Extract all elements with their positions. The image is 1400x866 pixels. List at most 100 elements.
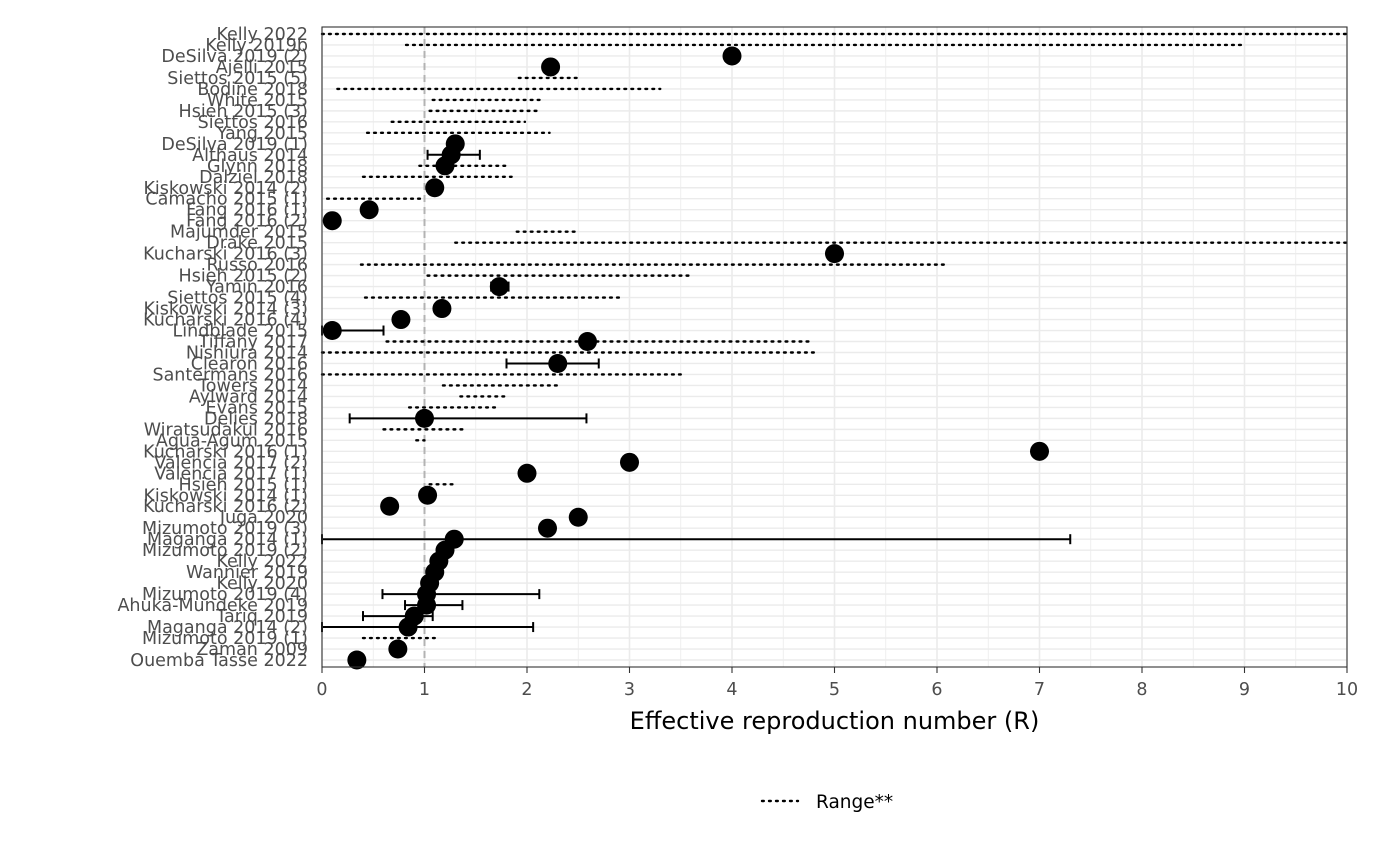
study-label: Zaman 2009	[196, 640, 308, 660]
x-tick-label: 2	[521, 680, 532, 700]
study-label: Towers 2014	[197, 376, 308, 396]
study-label: Kucharski 2016 (4)	[143, 311, 308, 331]
study-label: Hsieh 2015 (1)	[179, 475, 308, 495]
point-estimate	[359, 200, 379, 220]
point-estimate	[380, 496, 400, 516]
range-layer	[320, 32, 1349, 640]
point-estimate	[548, 353, 568, 373]
point-estimate	[432, 299, 452, 319]
study-label: Wannier 2019	[186, 563, 308, 583]
point-estimate	[541, 57, 561, 77]
point-estimate	[417, 595, 437, 615]
study-label: Clearon 2016	[191, 354, 308, 374]
legend: Range**	[760, 792, 893, 813]
point-estimate	[415, 408, 434, 428]
x-axis-ticks: 0 1 2 3 4 5 6 7 8 9 10	[316, 667, 1358, 700]
x-tick-label: 6	[931, 680, 942, 700]
study-label: Maganga 2014 (2)	[147, 618, 308, 638]
x-axis-title: Effective reproduction number (R)	[630, 707, 1040, 735]
study-label: Nishiura 2014	[186, 343, 308, 363]
x-tick-label: 1	[419, 680, 430, 700]
point-estimate	[398, 617, 418, 637]
study-label: Kiskowski 2014 (3)	[143, 300, 308, 320]
x-tick-label: 4	[726, 680, 737, 700]
study-label: Yang 2015	[216, 124, 308, 144]
study-label: Tiffany 2017	[198, 333, 308, 353]
study-label: Aylward 2014	[189, 387, 308, 407]
study-label: Fang 2016 (1)	[186, 201, 308, 221]
study-label: Wiratsudakul 2016	[144, 420, 308, 440]
study-label: Dalziel 2018	[199, 168, 308, 188]
x-tick-label: 3	[624, 680, 635, 700]
study-label: DeSilva 2019 (1)	[161, 135, 308, 155]
point-estimate	[347, 650, 367, 670]
study-label: Russo 2016	[206, 256, 308, 276]
x-tick-label: 8	[1136, 680, 1147, 700]
point-estimate	[322, 321, 342, 341]
study-label: Kelly 2019b	[205, 36, 308, 56]
study-label: Siettos 2016	[198, 113, 308, 133]
study-label: Kiskowski 2014 (1)	[143, 486, 308, 506]
study-label: Hsieh 2015 (3)	[179, 102, 308, 122]
study-label: Majumder 2015	[170, 223, 308, 243]
study-label: Kucharski 2016 (1)	[143, 442, 308, 462]
study-label: Kucharski 2016 (2)	[143, 497, 308, 517]
study-label: Mizumoto 2019 (1)	[142, 629, 308, 649]
point-estimate	[577, 332, 597, 352]
x-tick-label: 5	[829, 680, 840, 700]
point-estimate	[322, 211, 342, 231]
point-estimate	[425, 178, 445, 198]
study-label: Ouemba Tasse 2022	[130, 651, 308, 671]
x-tick-label: 10	[1336, 680, 1358, 700]
study-label: Yamin 2016	[205, 278, 308, 298]
point-estimate	[418, 485, 438, 505]
point-estimate	[435, 156, 455, 176]
point-estimate	[388, 639, 408, 659]
point-estimate	[391, 310, 411, 330]
study-label: Lindblade 2015	[173, 322, 308, 342]
study-label: Kiskowski 2014 (2)	[143, 179, 308, 199]
study-label: Juga 2020	[219, 508, 308, 528]
study-label: Evans 2015	[206, 398, 308, 418]
study-label: Kelly 2022	[216, 25, 308, 45]
study-label: Drake 2015	[206, 234, 308, 254]
study-label: Tariq 2019	[215, 607, 308, 627]
study-label: Glynn 2018	[207, 157, 308, 177]
study-label: Santermans 2016	[152, 365, 308, 385]
study-label: Kelly 2022	[216, 552, 308, 572]
point-estimate	[489, 277, 509, 297]
study-label: Kelly 2020	[216, 574, 308, 594]
study-label: Hsieh 2015 (2)	[179, 267, 308, 287]
study-label: Mizumoto 2019 (3)	[142, 519, 308, 539]
point-estimate	[825, 244, 844, 264]
study-label: Valencia 2017 (2)	[154, 453, 308, 473]
study-label: Delies 2018	[204, 409, 308, 429]
point-estimate	[538, 518, 557, 538]
point-estimate	[620, 452, 639, 472]
point-layer	[322, 46, 1049, 670]
study-label: Agua-Agum 2015	[156, 431, 308, 451]
study-label: Valencia 2017 (1)	[154, 464, 308, 484]
x-tick-label: 9	[1239, 680, 1250, 700]
point-estimate	[722, 46, 742, 66]
study-label: Bodine 2018	[197, 80, 308, 100]
x-tick-label: 0	[316, 680, 327, 700]
study-label: DeSilva 2019 (2)	[161, 47, 308, 67]
point-estimate	[568, 507, 588, 527]
study-label: Althaus 2014	[192, 146, 308, 166]
study-label: Mizumoto 2019 (2)	[142, 541, 308, 561]
study-label: Siettos 2015 (4)	[167, 289, 308, 309]
x-tick-label: 7	[1034, 680, 1045, 700]
study-label: White 2015	[207, 91, 308, 111]
study-label: Mizumoto 2019 (4)	[142, 585, 308, 605]
study-label: Ahuka-Mundeke 2019	[117, 596, 308, 616]
study-label: Siettos 2015 (5)	[167, 69, 308, 89]
point-estimate	[1030, 441, 1049, 461]
study-label: Maganga 2014 (1)	[147, 530, 308, 550]
legend-label-range: Range**	[816, 792, 893, 813]
study-label: Kucharski 2016 (3)	[143, 245, 308, 265]
study-label: Ajelli 2015	[216, 58, 308, 78]
study-label: Camacho 2015 (1)	[145, 190, 308, 210]
